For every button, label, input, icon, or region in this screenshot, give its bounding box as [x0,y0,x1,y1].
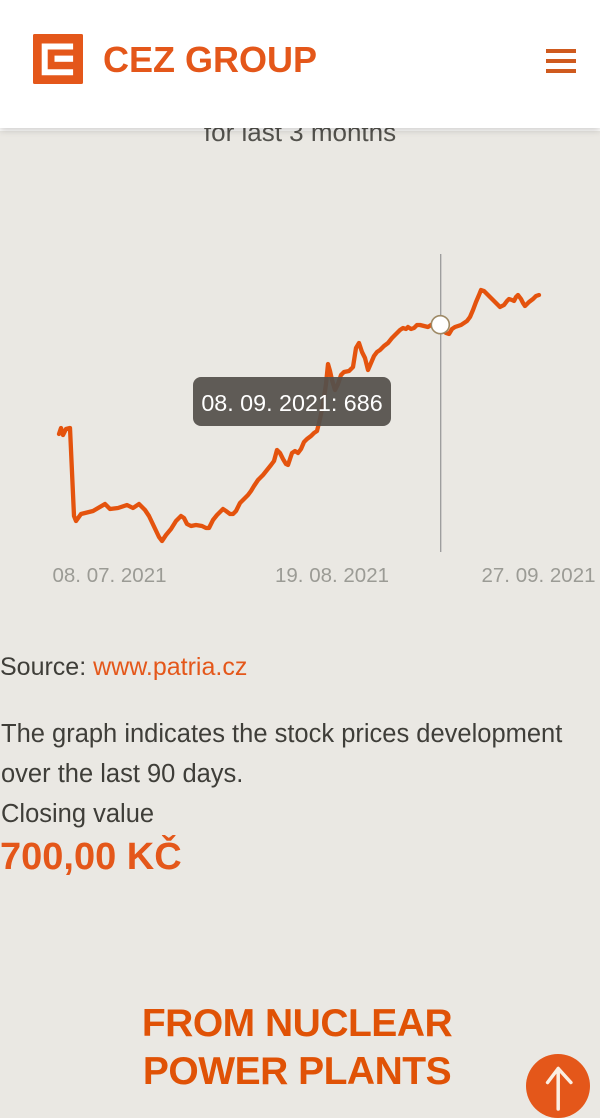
svg-text:08. 09. 2021: 686: 08. 09. 2021: 686 [201,390,382,416]
